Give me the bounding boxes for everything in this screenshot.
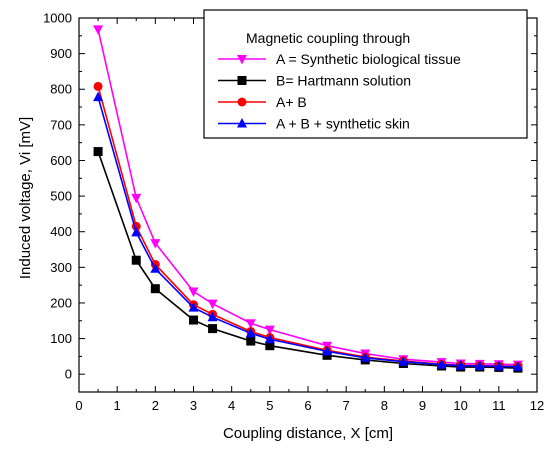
y-tick-label: 700 (50, 117, 72, 132)
plot-layer (93, 25, 523, 373)
data-point (93, 147, 103, 157)
y-tick-label: 400 (50, 224, 72, 239)
data-point (264, 333, 275, 344)
data-point (150, 284, 160, 294)
data-point (131, 193, 142, 204)
legend-marker (237, 55, 247, 65)
y-tick-label: 200 (50, 295, 72, 310)
x-tick-label: 11 (492, 398, 506, 413)
x-tick-label: 4 (228, 398, 235, 413)
x-tick-label: 0 (75, 398, 82, 413)
x-tick-label: 12 (530, 398, 544, 413)
data-point (93, 81, 103, 91)
legend-box (203, 9, 528, 139)
data-point (188, 287, 199, 298)
data-point (264, 325, 275, 336)
y-tick-label: 0 (65, 367, 72, 382)
y-axis-title: Induced voltage, Vi [mV] (17, 117, 34, 279)
data-point (150, 239, 161, 249)
legend-title: Magnetic coupling through (246, 30, 410, 46)
data-point (150, 263, 161, 273)
x-tick-label: 5 (266, 398, 273, 413)
data-point (189, 315, 198, 325)
x-tick-label: 1 (114, 398, 121, 413)
x-tick-label: 2 (152, 398, 159, 413)
x-tick-label: 3 (190, 398, 197, 413)
legend-entry: B= Hartmann solution (276, 73, 411, 89)
data-point (207, 299, 218, 310)
data-point (360, 352, 371, 362)
x-tick-label: 8 (381, 398, 388, 413)
data-point (265, 341, 275, 351)
data-point (188, 302, 199, 312)
y-tick-label: 300 (50, 260, 72, 275)
data-point (322, 345, 333, 356)
legend-entry: A+ B (276, 94, 307, 110)
series-1 (93, 147, 523, 373)
x-tick-label: 6 (304, 398, 311, 413)
data-point (245, 319, 256, 329)
series-3 (93, 91, 523, 371)
data-point (455, 360, 466, 370)
data-point (207, 311, 218, 322)
data-point (436, 359, 447, 369)
legend-entry: A + B + synthetic skin (276, 116, 410, 132)
y-tick-label: 100 (50, 331, 72, 346)
y-tick-label: 800 (50, 82, 72, 97)
data-point (246, 336, 256, 346)
legend-marker (237, 97, 247, 107)
y-tick-label: 600 (50, 153, 72, 168)
data-point (93, 91, 104, 102)
data-point (512, 361, 523, 371)
legend-entry: A = Synthetic biological tissue (276, 51, 461, 67)
legend: Magnetic coupling through A = Synthetic b… (203, 9, 528, 139)
axes-layer: 0 1 2 3 4 5 6 7 8 9 10 11 12010020030040050060070080… (43, 11, 544, 414)
data-point (93, 25, 104, 35)
y-tick-label: 1000 (43, 11, 72, 26)
legend-marker (237, 76, 247, 85)
series-line (97, 151, 518, 369)
x-axis-title: Coupling distance, X [cm] (223, 425, 393, 442)
x-tick-label: 7 (343, 398, 350, 413)
x-tick-label: 9 (419, 398, 426, 413)
data-point (493, 360, 504, 371)
y-tick-label: 900 (50, 46, 72, 61)
y-tick-label: 500 (50, 189, 72, 204)
data-point (208, 324, 218, 334)
x-tick-label: 10 (453, 398, 467, 413)
data-point (474, 360, 485, 370)
data-point (131, 226, 142, 237)
data-point (398, 356, 409, 366)
legend-marker (237, 118, 247, 128)
data-point (245, 327, 256, 338)
data-point (131, 255, 141, 265)
